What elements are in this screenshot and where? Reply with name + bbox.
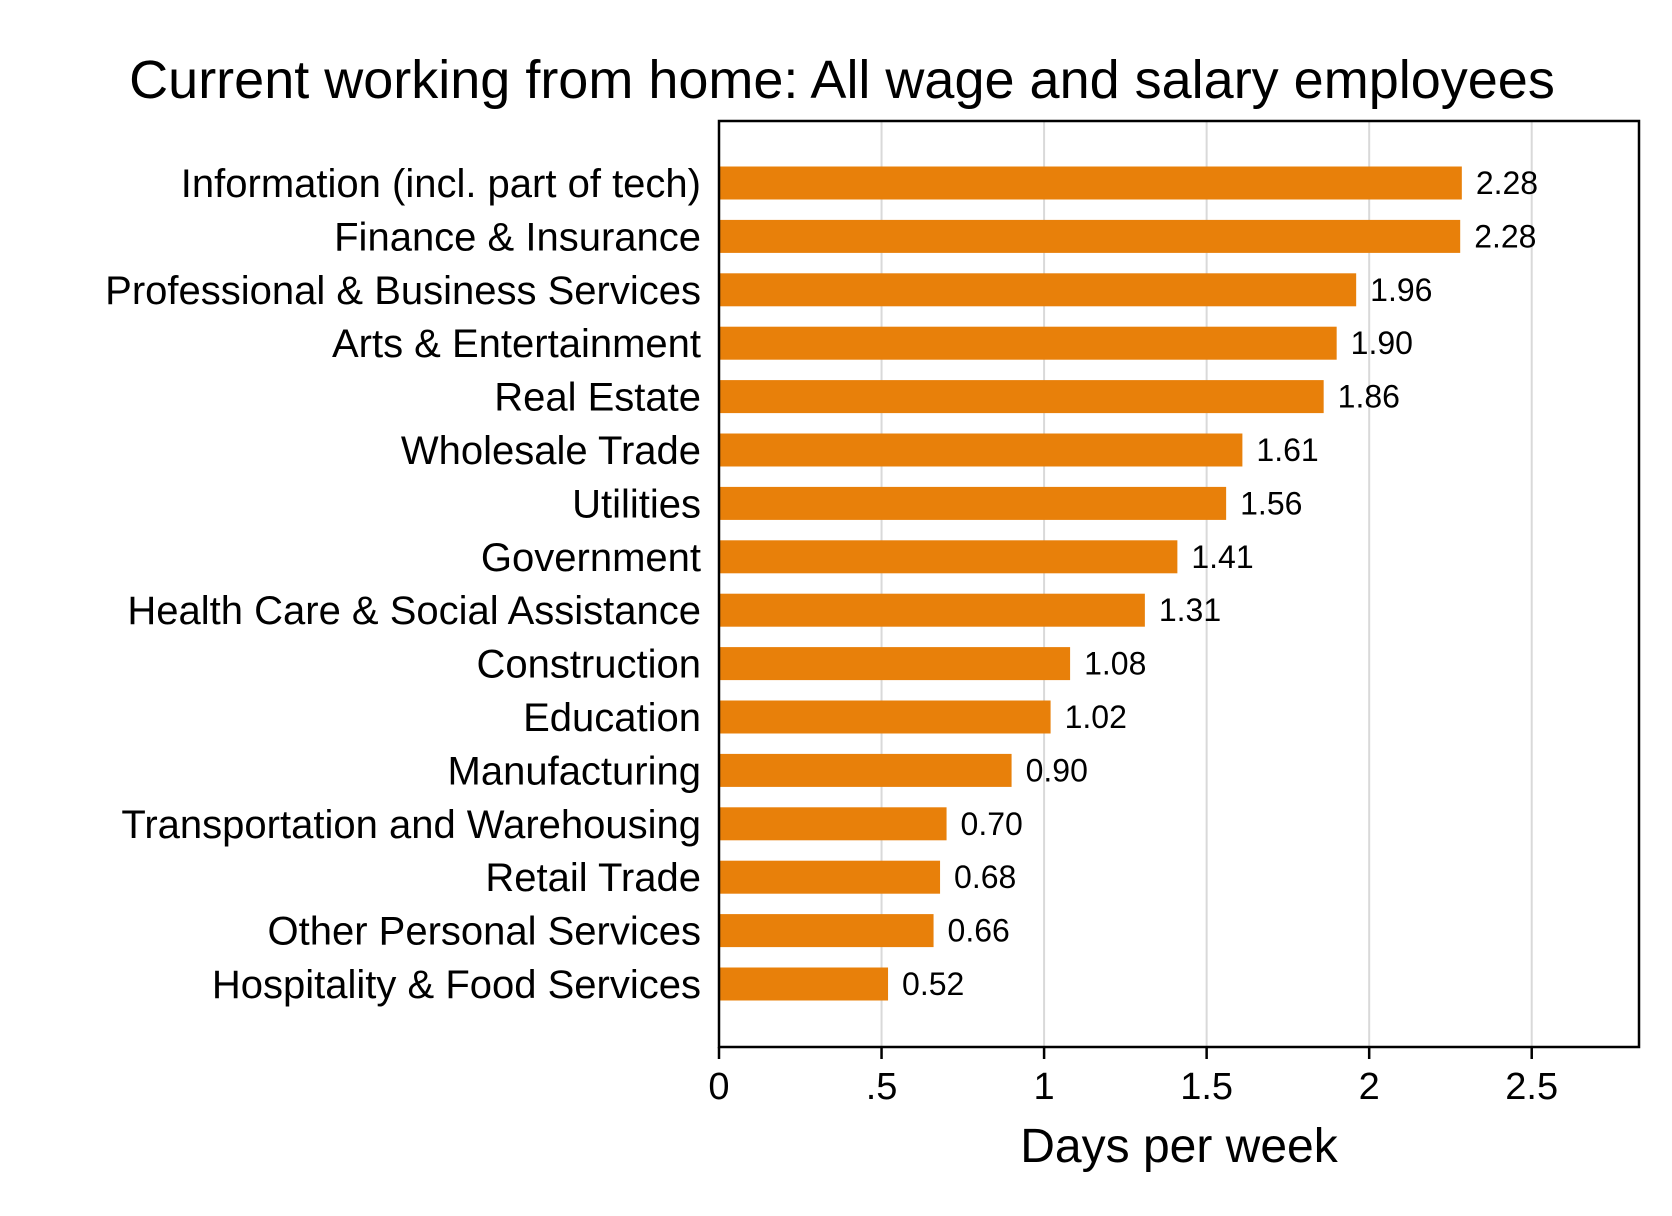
category-label: Finance & Insurance: [334, 215, 701, 259]
bar: [719, 807, 947, 841]
category-label: Arts & Entertainment: [332, 322, 701, 366]
value-label: 0.68: [954, 859, 1016, 895]
bars: [719, 166, 1462, 1001]
value-label: 0.70: [961, 806, 1023, 842]
value-label: 1.41: [1191, 539, 1253, 575]
bar: [719, 326, 1337, 360]
category-label: Transportation and Warehousing: [121, 803, 701, 847]
x-tick-label: 2.5: [1505, 1066, 1558, 1108]
category-label: Other Personal Services: [267, 910, 701, 954]
value-label: 1.61: [1256, 432, 1318, 468]
value-label: 1.56: [1240, 485, 1302, 521]
bar: [719, 914, 934, 948]
bar: [719, 967, 889, 1001]
category-label: Education: [523, 696, 701, 740]
value-label: 1.08: [1084, 646, 1146, 682]
category-label: Wholesale Trade: [401, 429, 701, 473]
value-labels: 2.28 2.28 1.96 1.90 1.86 1.61 1.56 1.41 1.31 1.08…: [902, 165, 1538, 1002]
bar: [719, 380, 1324, 414]
x-tick-label: .5: [866, 1066, 898, 1108]
x-tick-label: 2: [1359, 1066, 1380, 1108]
bar: [719, 753, 1012, 787]
value-label: 1.90: [1351, 325, 1413, 361]
gridlines: [880, 121, 1533, 1047]
category-label: Information (incl. part of tech): [181, 162, 701, 206]
x-tick-label: 0: [708, 1066, 729, 1108]
chart-title: Current working from home: All wage and …: [129, 50, 1555, 110]
bar: [719, 647, 1071, 681]
value-label: 0.66: [948, 913, 1010, 949]
value-label: 1.86: [1338, 379, 1400, 415]
value-label: 0.52: [902, 966, 964, 1002]
category-label: Hospitality & Food Services: [212, 963, 701, 1007]
bar: [719, 860, 941, 894]
x-tick-label: 1: [1034, 1066, 1055, 1108]
bar: [719, 593, 1145, 627]
value-label: 2.28: [1474, 218, 1536, 254]
category-label: Professional & Business Services: [105, 269, 701, 313]
bar: [719, 486, 1227, 520]
value-label: 1.02: [1065, 699, 1127, 735]
value-label: 0.90: [1026, 752, 1088, 788]
bar: [719, 166, 1462, 200]
x-tick-label: 1.5: [1180, 1066, 1233, 1108]
category-labels: Information (incl. part of tech) Finance …: [105, 162, 701, 1007]
plot-frame: [717, 119, 1641, 1049]
bar: [719, 540, 1178, 574]
x-ticks: 0 .5 1 1.5 2 2.5: [708, 1047, 1558, 1108]
category-label: Health Care & Social Assistance: [127, 589, 701, 633]
category-label: Utilities: [572, 482, 701, 526]
value-label: 2.28: [1476, 165, 1538, 201]
bar: [719, 433, 1243, 467]
category-label: Manufacturing: [448, 749, 701, 793]
bar: [719, 700, 1051, 734]
category-label: Retail Trade: [485, 856, 701, 900]
bar: [719, 273, 1357, 307]
x-axis-title: Days per week: [1020, 1120, 1338, 1173]
category-label: Government: [481, 536, 701, 580]
bar: [719, 219, 1461, 253]
category-label: Construction: [476, 643, 701, 687]
value-label: 1.96: [1370, 272, 1432, 308]
value-label: 1.31: [1159, 592, 1221, 628]
category-label: Real Estate: [494, 376, 701, 420]
